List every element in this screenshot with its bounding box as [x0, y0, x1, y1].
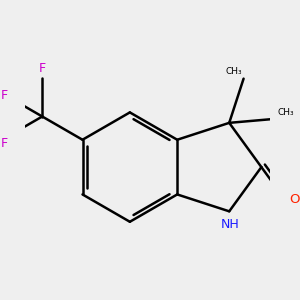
- Text: CH₃: CH₃: [278, 108, 294, 117]
- Text: NH: NH: [221, 218, 240, 231]
- Text: F: F: [1, 137, 8, 150]
- Text: F: F: [1, 89, 8, 102]
- Text: CH₃: CH₃: [226, 68, 242, 76]
- Text: O: O: [289, 193, 300, 206]
- Text: F: F: [39, 62, 46, 75]
